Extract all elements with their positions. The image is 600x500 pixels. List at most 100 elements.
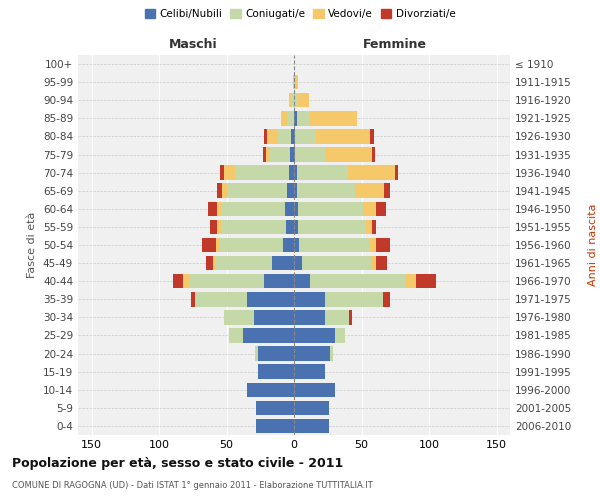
Bar — [289, 166, 294, 180]
Bar — [265, 129, 267, 144]
Bar — [294, 382, 335, 397]
Bar — [216, 238, 220, 252]
Bar — [331, 346, 333, 361]
Bar — [370, 238, 376, 252]
Bar — [294, 418, 329, 433]
Bar — [415, 274, 436, 288]
Bar — [173, 274, 184, 288]
Bar — [292, 129, 294, 144]
Bar — [376, 202, 386, 216]
Bar — [295, 148, 325, 162]
Bar — [395, 166, 398, 180]
Bar — [355, 184, 385, 198]
Bar — [220, 166, 224, 180]
Bar — [284, 202, 294, 216]
Bar — [376, 238, 390, 252]
Bar — [217, 202, 221, 216]
Bar — [278, 129, 292, 144]
Bar — [404, 274, 415, 288]
Bar — [221, 220, 286, 234]
Text: Femmine: Femmine — [363, 38, 427, 52]
Bar — [256, 418, 294, 433]
Bar — [255, 346, 257, 361]
Bar — [294, 346, 331, 361]
Bar — [335, 328, 346, 342]
Bar — [206, 256, 213, 270]
Bar — [217, 220, 221, 234]
Bar — [227, 184, 287, 198]
Bar — [286, 220, 294, 234]
Bar — [266, 148, 270, 162]
Bar — [229, 328, 242, 342]
Bar — [190, 274, 265, 288]
Bar — [294, 148, 295, 162]
Text: Popolazione per età, sesso e stato civile - 2011: Popolazione per età, sesso e stato civil… — [12, 458, 343, 470]
Bar — [372, 220, 376, 234]
Bar — [256, 400, 294, 415]
Bar — [365, 220, 372, 234]
Bar — [293, 75, 294, 90]
Bar — [348, 166, 395, 180]
Bar — [272, 256, 294, 270]
Bar — [310, 274, 404, 288]
Bar — [294, 184, 296, 198]
Bar — [383, 292, 390, 306]
Legend: Celibi/Nubili, Coniugati/e, Vedovi/e, Divorziati/e: Celibi/Nubili, Coniugati/e, Vedovi/e, Di… — [140, 5, 460, 24]
Bar — [298, 93, 309, 108]
Bar — [298, 220, 365, 234]
Bar — [294, 256, 302, 270]
Bar — [263, 148, 266, 162]
Bar — [372, 256, 376, 270]
Bar — [265, 274, 294, 288]
Bar — [385, 184, 390, 198]
Bar — [294, 328, 335, 342]
Bar — [376, 256, 387, 270]
Bar — [294, 129, 295, 144]
Bar — [202, 238, 216, 252]
Bar — [294, 166, 296, 180]
Bar — [257, 364, 294, 379]
Bar — [299, 238, 370, 252]
Bar — [287, 111, 294, 126]
Bar — [292, 93, 294, 108]
Bar — [242, 328, 294, 342]
Bar — [372, 148, 375, 162]
Bar — [191, 292, 196, 306]
Bar — [294, 238, 299, 252]
Bar — [370, 129, 374, 144]
Bar — [220, 238, 283, 252]
Text: Maschi: Maschi — [169, 38, 217, 52]
Bar — [294, 220, 298, 234]
Bar — [294, 111, 296, 126]
Bar — [254, 310, 294, 324]
Bar — [325, 310, 349, 324]
Y-axis label: Fasce di età: Fasce di età — [28, 212, 37, 278]
Bar — [349, 310, 352, 324]
Bar — [294, 400, 329, 415]
Bar — [247, 292, 294, 306]
Bar — [294, 202, 298, 216]
Text: COMUNE DI RAGOGNA (UD) - Dati ISTAT 1° gennaio 2011 - Elaborazione TUTTITALIA.IT: COMUNE DI RAGOGNA (UD) - Dati ISTAT 1° g… — [12, 481, 373, 490]
Bar — [295, 129, 316, 144]
Bar — [296, 184, 355, 198]
Bar — [325, 292, 383, 306]
Bar — [290, 148, 294, 162]
Bar — [247, 382, 294, 397]
Bar — [208, 202, 217, 216]
Bar — [363, 202, 376, 216]
Bar — [294, 310, 325, 324]
Bar — [224, 166, 235, 180]
Bar — [298, 202, 363, 216]
Bar — [325, 148, 372, 162]
Bar — [294, 75, 295, 90]
Bar — [267, 129, 278, 144]
Bar — [235, 166, 289, 180]
Bar — [216, 256, 272, 270]
Bar — [296, 111, 310, 126]
Bar — [287, 184, 294, 198]
Bar — [221, 202, 284, 216]
Bar — [294, 364, 325, 379]
Bar — [270, 148, 290, 162]
Bar — [217, 184, 223, 198]
Bar — [196, 292, 247, 306]
